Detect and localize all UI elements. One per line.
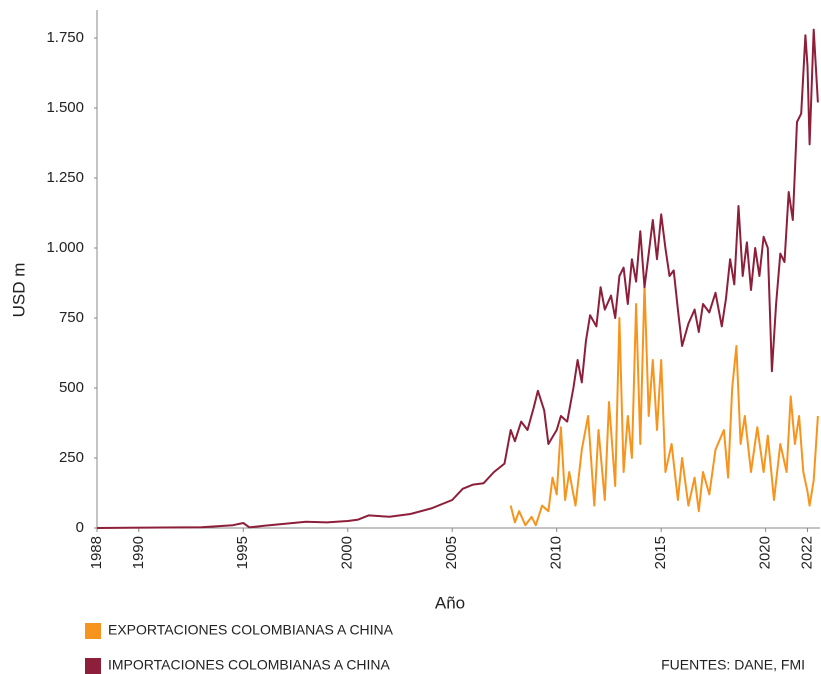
y-tick-label: 1.500 xyxy=(46,99,84,116)
x-tick-label: 2010 xyxy=(548,536,565,569)
x-tick-label: 2005 xyxy=(443,536,460,569)
legend-swatch xyxy=(85,658,101,674)
y-axis-title: USD m xyxy=(9,263,28,318)
legend-label: EXPORTACIONES COLOMBIANAS A CHINA xyxy=(108,622,394,638)
y-tick-label: 1.250 xyxy=(46,169,84,186)
y-tick-label: 750 xyxy=(59,309,84,326)
series-line xyxy=(96,28,819,529)
series-line xyxy=(509,283,819,527)
x-tick-label: 1990 xyxy=(130,536,147,569)
x-tick-label: 1988 xyxy=(88,536,105,569)
source: FUENTES: DANE, FMI xyxy=(661,657,805,673)
x-axis-title: Año xyxy=(435,593,465,612)
y-tick-label: 1.000 xyxy=(46,239,84,256)
x-tick-label: 2000 xyxy=(339,536,356,569)
x-tick-label: 1995 xyxy=(234,536,251,569)
y-tick-label: 500 xyxy=(59,379,84,396)
x-tick-label: 2015 xyxy=(652,536,669,569)
legend-swatch xyxy=(85,623,101,639)
legend-label: IMPORTACIONES COLOMBIANAS A CHINA xyxy=(108,657,391,673)
y-tick-label: 250 xyxy=(59,449,84,466)
y-tick-label: 1.750 xyxy=(46,29,84,46)
x-tick-label: 2022 xyxy=(798,536,815,569)
y-tick-label: 0 xyxy=(76,519,84,536)
x-tick-label: 2020 xyxy=(757,536,774,569)
